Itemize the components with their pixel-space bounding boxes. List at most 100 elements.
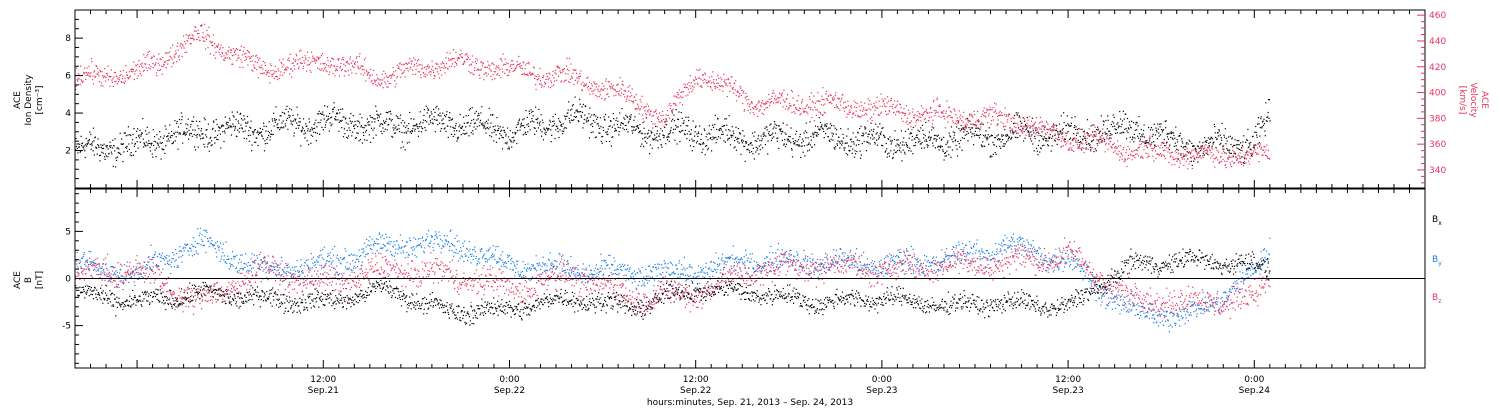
density-dot xyxy=(957,121,959,123)
density-dot xyxy=(244,130,246,132)
density-dot xyxy=(189,134,191,136)
density-dot xyxy=(249,126,251,128)
density-dot xyxy=(121,143,124,145)
velocity-dot xyxy=(503,64,505,66)
velocity-dot xyxy=(922,113,924,115)
density-dot xyxy=(490,122,492,124)
velocity-dot xyxy=(1124,160,1126,162)
velocity-dot xyxy=(977,119,979,121)
velocity-dot xyxy=(484,72,486,74)
velocity-dot xyxy=(994,111,996,113)
velocity-dot xyxy=(240,45,242,47)
velocity-dot xyxy=(921,113,923,116)
velocity-dot xyxy=(426,74,428,76)
density-dot xyxy=(268,134,270,136)
velocity-dot xyxy=(1087,134,1089,136)
velocity-dot xyxy=(133,78,135,81)
density-dot xyxy=(107,148,109,150)
velocity-dot xyxy=(544,81,546,83)
velocity-dot xyxy=(669,107,672,110)
density-dot xyxy=(708,132,710,134)
velocity-dot xyxy=(883,99,885,102)
velocity-dot xyxy=(246,56,248,58)
velocity-dot xyxy=(323,63,325,65)
density-dot xyxy=(536,122,538,124)
velocity-dot xyxy=(123,82,125,84)
velocity-dot xyxy=(424,67,426,69)
velocity-dot xyxy=(75,88,77,91)
density-dot xyxy=(307,128,309,130)
density-dot xyxy=(886,156,888,158)
velocity-dot xyxy=(1011,128,1013,130)
velocity-dot xyxy=(567,73,569,75)
velocity-dot xyxy=(707,80,709,82)
density-dot xyxy=(281,122,283,124)
density-dot xyxy=(1188,139,1190,141)
density-dot xyxy=(384,128,386,130)
density-dot xyxy=(76,147,78,150)
density-dot xyxy=(434,131,436,133)
velocity-dot xyxy=(697,77,699,79)
density-dot xyxy=(274,119,276,121)
density-dot xyxy=(899,142,902,144)
velocity-dot xyxy=(611,86,613,88)
density-dot xyxy=(812,134,814,136)
velocity-dot xyxy=(1100,141,1102,143)
density-dot xyxy=(734,146,736,148)
density-dot xyxy=(617,120,619,122)
velocity-dot xyxy=(661,121,663,123)
density-dot xyxy=(656,133,658,135)
density-dot xyxy=(217,126,220,128)
density-dot xyxy=(1109,134,1111,137)
density-dot xyxy=(1204,137,1206,139)
density-dot xyxy=(318,110,320,112)
velocity-dot xyxy=(974,124,976,126)
velocity-dot xyxy=(219,47,222,49)
velocity-dot xyxy=(190,43,192,45)
density-dot xyxy=(364,124,366,126)
density-dot xyxy=(1070,122,1072,124)
density-dot xyxy=(117,147,119,149)
velocity-dot xyxy=(1266,144,1268,146)
density-dot xyxy=(613,118,615,120)
velocity-dot xyxy=(725,83,727,85)
velocity-dot xyxy=(524,74,526,76)
density-dot xyxy=(402,146,404,148)
velocity-dot xyxy=(846,113,848,115)
density-dot xyxy=(759,149,761,151)
density-dot xyxy=(363,127,365,129)
density-dot xyxy=(1147,141,1149,144)
velocity-dot xyxy=(1206,150,1208,152)
velocity-dot xyxy=(631,88,633,90)
velocity-dot xyxy=(1073,150,1075,152)
velocity-dot xyxy=(1047,123,1049,125)
density-dot xyxy=(144,144,146,146)
density-dot xyxy=(1102,132,1104,134)
density-dot xyxy=(299,117,301,119)
density-dot xyxy=(563,128,565,130)
velocity-dot xyxy=(726,96,728,98)
velocity-dot xyxy=(1055,137,1057,139)
density-dot xyxy=(318,113,320,115)
density-dot xyxy=(587,119,590,121)
velocity-dot xyxy=(120,81,122,83)
density-dot xyxy=(1091,141,1093,143)
density-dot xyxy=(126,147,128,149)
density-dot xyxy=(394,127,396,129)
velocity-dot xyxy=(216,46,218,48)
density-dot xyxy=(863,141,865,143)
velocity-dot xyxy=(80,79,82,81)
density-dot xyxy=(791,149,793,151)
density-dot xyxy=(707,147,709,149)
velocity-dot xyxy=(173,61,175,64)
velocity-dot xyxy=(310,62,312,64)
density-dot xyxy=(719,128,721,130)
density-dot xyxy=(81,142,84,144)
density-dot xyxy=(905,143,908,145)
density-dot xyxy=(853,156,856,158)
velocity-dot xyxy=(399,62,401,64)
density-dot xyxy=(1100,115,1102,117)
density-dot xyxy=(82,146,84,148)
velocity-dot xyxy=(751,102,753,104)
density-dot xyxy=(321,126,323,128)
